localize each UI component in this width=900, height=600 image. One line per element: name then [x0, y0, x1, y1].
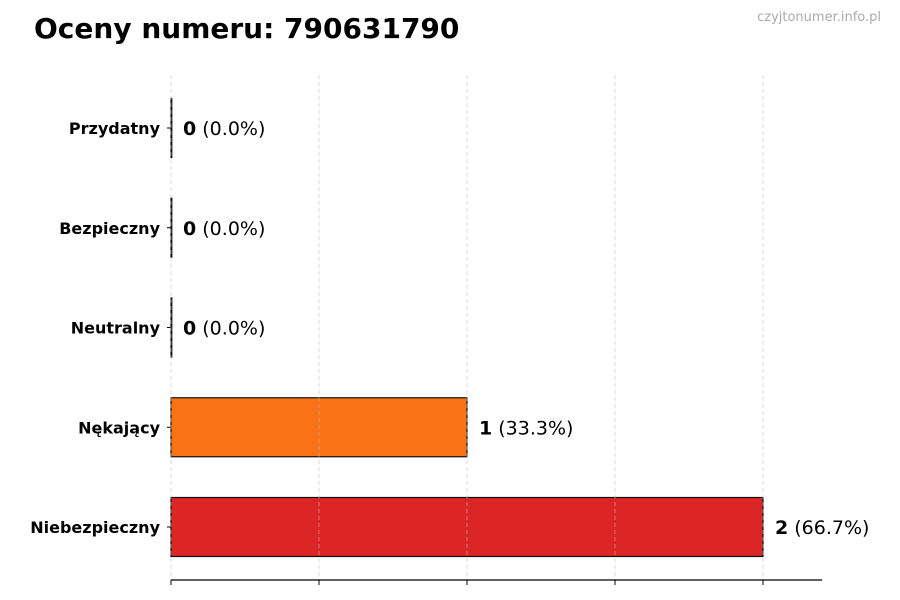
data-label-2: 0 (0.0%): [183, 318, 265, 340]
data-label-3: 1 (33.3%): [479, 417, 573, 439]
y-tick-label-3: Nękający: [78, 418, 160, 437]
data-label-0: 0 (0.0%): [183, 118, 265, 140]
watermark: czyjtonumer.info.pl: [757, 10, 881, 25]
bar-1: [170, 197, 173, 258]
y-tick-label-1: Bezpieczny: [59, 219, 160, 238]
data-label-4: 2 (66.7%): [775, 517, 869, 539]
data-label-1: 0 (0.0%): [183, 218, 265, 240]
y-tick-label-4: Niebezpieczny: [30, 518, 160, 537]
y-tick-label-2: Neutralny: [71, 319, 161, 338]
y-tick-label-0: Przydatny: [69, 119, 161, 138]
chart-title: Oceny numeru: 790631790: [34, 12, 460, 45]
